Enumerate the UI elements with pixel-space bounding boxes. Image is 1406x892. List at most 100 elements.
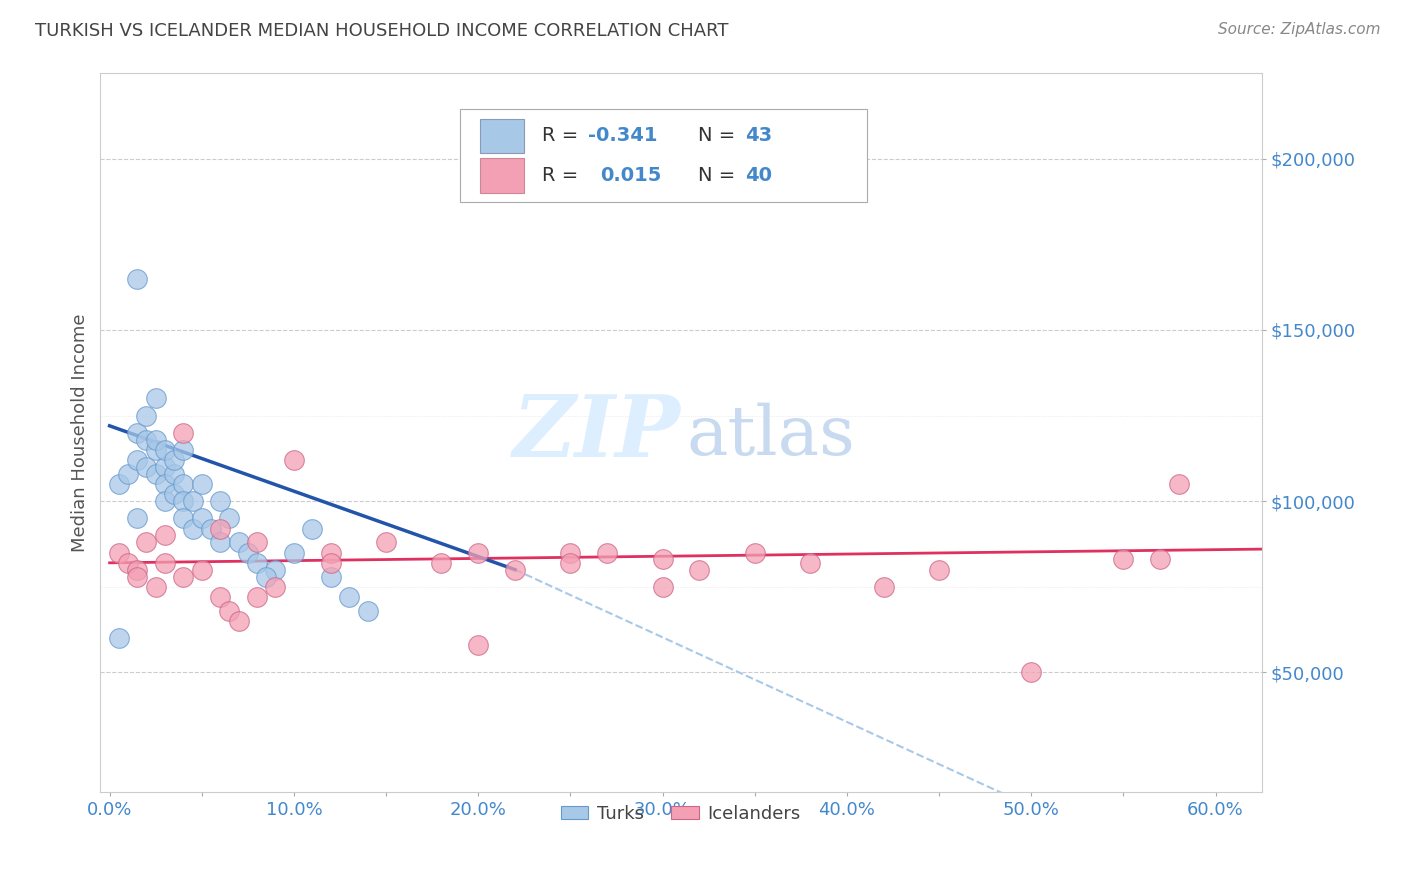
Point: [145, 433, 167, 447]
Bar: [479, 119, 524, 153]
Point: [264, 580, 287, 594]
Point: [163, 453, 186, 467]
Text: 0.015: 0.015: [600, 166, 661, 185]
Point: [283, 453, 305, 467]
Point: [127, 271, 149, 285]
Point: [319, 556, 342, 570]
Point: [228, 614, 250, 628]
Point: [228, 535, 250, 549]
Point: [319, 545, 342, 559]
Point: [375, 535, 398, 549]
Point: [873, 580, 896, 594]
Text: N =: N =: [699, 166, 742, 185]
Point: [127, 563, 149, 577]
Point: [209, 522, 232, 536]
Point: [596, 545, 619, 559]
Point: [145, 580, 167, 594]
Point: [172, 494, 194, 508]
FancyBboxPatch shape: [460, 109, 868, 202]
Point: [651, 552, 673, 566]
Y-axis label: Median Household Income: Median Household Income: [72, 313, 89, 552]
Point: [209, 494, 232, 508]
Point: [172, 425, 194, 440]
Text: atlas: atlas: [686, 403, 856, 469]
Point: [145, 467, 167, 481]
Point: [236, 545, 259, 559]
Point: [163, 467, 186, 481]
Point: [430, 556, 453, 570]
Text: R =: R =: [541, 166, 591, 185]
Point: [153, 459, 176, 474]
Text: Source: ZipAtlas.com: Source: ZipAtlas.com: [1218, 22, 1381, 37]
Text: R =: R =: [541, 127, 583, 145]
Point: [319, 569, 342, 583]
Point: [301, 522, 323, 536]
Point: [651, 580, 673, 594]
Point: [1112, 552, 1135, 566]
Point: [145, 392, 167, 406]
Point: [190, 511, 212, 525]
Point: [688, 563, 710, 577]
Text: 43: 43: [745, 127, 772, 145]
Point: [503, 563, 526, 577]
Point: [467, 545, 489, 559]
Text: -0.341: -0.341: [588, 127, 658, 145]
Point: [117, 467, 139, 481]
Point: [117, 556, 139, 570]
Point: [246, 590, 269, 604]
Point: [163, 487, 186, 501]
Point: [181, 522, 204, 536]
Text: ZIP: ZIP: [513, 391, 681, 475]
Point: [218, 511, 240, 525]
Point: [172, 442, 194, 457]
Text: N =: N =: [699, 127, 742, 145]
Point: [928, 563, 950, 577]
Point: [107, 631, 129, 645]
Point: [127, 453, 149, 467]
Point: [560, 556, 582, 570]
Text: 40: 40: [745, 166, 772, 185]
Point: [172, 511, 194, 525]
Point: [337, 590, 360, 604]
Point: [246, 556, 269, 570]
Point: [127, 511, 149, 525]
Point: [127, 425, 149, 440]
Point: [135, 459, 157, 474]
Point: [356, 604, 378, 618]
Point: [467, 638, 489, 652]
Point: [560, 545, 582, 559]
Point: [218, 604, 240, 618]
Point: [107, 477, 129, 491]
Point: [135, 433, 157, 447]
Bar: [479, 158, 524, 193]
Point: [799, 556, 821, 570]
Point: [246, 535, 269, 549]
Point: [190, 563, 212, 577]
Point: [107, 545, 129, 559]
Point: [135, 535, 157, 549]
Point: [744, 545, 766, 559]
Point: [172, 569, 194, 583]
Point: [200, 522, 222, 536]
Point: [153, 528, 176, 542]
Point: [283, 545, 305, 559]
Point: [190, 477, 212, 491]
Point: [153, 442, 176, 457]
Point: [153, 494, 176, 508]
Point: [1019, 665, 1042, 680]
Legend: Turks, Icelanders: Turks, Icelanders: [554, 797, 808, 830]
Point: [153, 556, 176, 570]
Point: [264, 563, 287, 577]
Point: [172, 477, 194, 491]
Point: [127, 569, 149, 583]
Point: [153, 477, 176, 491]
Point: [254, 569, 277, 583]
Point: [209, 590, 232, 604]
Text: TURKISH VS ICELANDER MEDIAN HOUSEHOLD INCOME CORRELATION CHART: TURKISH VS ICELANDER MEDIAN HOUSEHOLD IN…: [35, 22, 728, 40]
Point: [1149, 552, 1171, 566]
Point: [135, 409, 157, 423]
Point: [209, 535, 232, 549]
Point: [1167, 477, 1189, 491]
Point: [181, 494, 204, 508]
Point: [145, 442, 167, 457]
